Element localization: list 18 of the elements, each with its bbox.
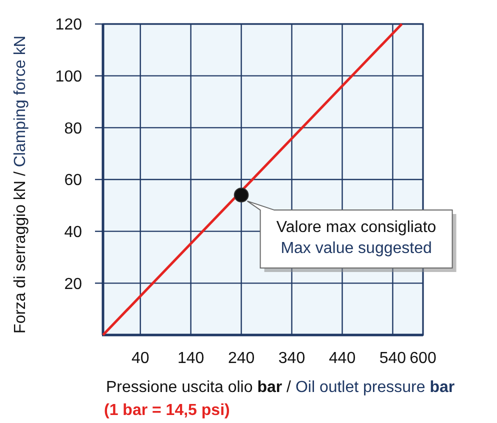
x-tick-label: 240 [228, 350, 255, 367]
y-tick-label: 40 [64, 224, 82, 241]
x-tick-label: 540 [379, 350, 406, 367]
text: (1 bar = 14,5 psi) [104, 402, 230, 419]
annotation: Valore max consigliato [276, 219, 436, 236]
x-axis-title: Pressione uscita olio bar / Oil outlet pressure bar [106, 379, 455, 396]
y-axis-title: Forza di serraggio kN / Clamping force kN [12, 36, 29, 334]
x-tick-label: 340 [278, 350, 306, 367]
y-tick-label: 120 [55, 16, 82, 34]
y-tick-label: 60 [64, 172, 82, 190]
annotation: Max value suggested [280, 240, 432, 258]
y-tick-label: 20 [64, 276, 82, 293]
y-tick-label: 80 [64, 120, 82, 138]
x-tick-label: 440 [328, 350, 356, 367]
x-tick-label: 40 [131, 350, 150, 367]
y-tick-label: 100 [55, 68, 82, 86]
x-tick-label: 600 [410, 350, 436, 367]
x-tick-label: 140 [177, 350, 204, 367]
